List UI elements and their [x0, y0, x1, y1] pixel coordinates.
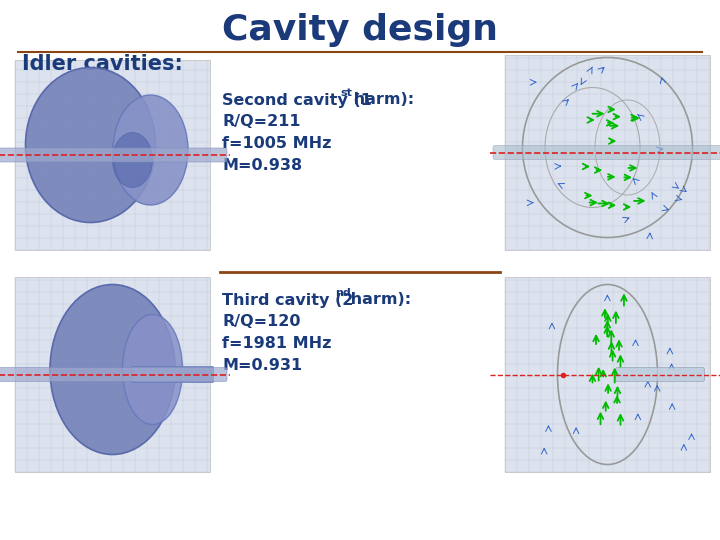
Text: st: st: [340, 88, 352, 98]
Text: harm):: harm):: [345, 293, 411, 307]
Text: Third cavity (2: Third cavity (2: [222, 293, 354, 307]
FancyBboxPatch shape: [15, 277, 210, 472]
FancyBboxPatch shape: [505, 277, 710, 472]
Text: harm):: harm):: [348, 92, 414, 107]
FancyBboxPatch shape: [0, 148, 227, 162]
Text: M=0.938: M=0.938: [222, 159, 302, 173]
FancyBboxPatch shape: [616, 368, 704, 381]
FancyBboxPatch shape: [0, 368, 227, 381]
Text: f=1005 MHz: f=1005 MHz: [222, 137, 331, 152]
Ellipse shape: [112, 132, 153, 187]
FancyBboxPatch shape: [15, 60, 210, 250]
Ellipse shape: [25, 68, 156, 222]
Ellipse shape: [50, 285, 175, 455]
Text: nd: nd: [335, 288, 351, 298]
Text: R/Q=211: R/Q=211: [222, 114, 300, 130]
Text: Idler cavities:: Idler cavities:: [22, 54, 183, 74]
Text: Cavity design: Cavity design: [222, 13, 498, 47]
FancyBboxPatch shape: [132, 367, 214, 382]
Ellipse shape: [122, 314, 182, 424]
Text: R/Q=120: R/Q=120: [222, 314, 300, 329]
Ellipse shape: [113, 95, 188, 205]
FancyBboxPatch shape: [505, 55, 710, 250]
Text: M=0.931: M=0.931: [222, 359, 302, 374]
Text: Second cavity (1: Second cavity (1: [222, 92, 372, 107]
FancyBboxPatch shape: [493, 145, 720, 159]
Text: f=1981 MHz: f=1981 MHz: [222, 336, 331, 352]
